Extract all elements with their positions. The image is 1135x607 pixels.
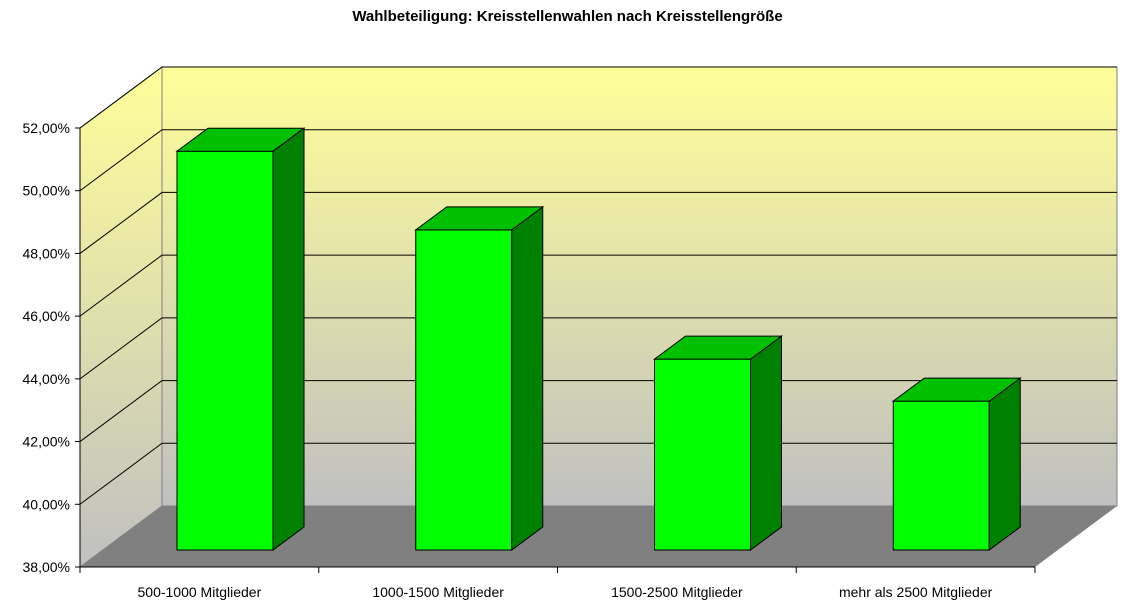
x-tick-label: 1500-2500 Mitglieder: [611, 584, 743, 600]
bar-side: [988, 377, 1021, 551]
bar: [652, 335, 784, 551]
y-tick-label: 44,00%: [23, 371, 70, 387]
bar-front: [892, 400, 990, 551]
bar-front: [415, 229, 513, 551]
chart-title: Wahlbeteiligung: Kreisstellenwahlen nach…: [352, 8, 783, 25]
bar-front: [176, 150, 274, 551]
y-tick-label: 50,00%: [23, 183, 70, 199]
y-tick-label: 40,00%: [23, 496, 70, 512]
bar: [414, 205, 545, 551]
bar-top: [175, 127, 306, 152]
x-tick-label: mehr als 2500 Mitglieder: [839, 584, 993, 600]
gridline: [79, 317, 1117, 380]
gridline: [79, 380, 1117, 442]
y-tick-label: 52,00%: [23, 120, 70, 136]
gridline: [79, 442, 1117, 505]
bar-top: [891, 377, 1022, 402]
side-wall: [79, 66, 163, 568]
gridline: [79, 191, 1117, 254]
bar-front: [654, 358, 751, 551]
bar-side: [511, 205, 544, 551]
y-tick-label: 42,00%: [23, 434, 70, 450]
gridline: [79, 66, 1117, 129]
bar-top: [414, 206, 545, 231]
bar-side: [272, 127, 305, 551]
bar-top: [652, 335, 784, 360]
y-tick-label: 46,00%: [23, 308, 70, 324]
y-tick-label: 48,00%: [23, 245, 70, 261]
x-tick-label: 500-1000 Mitglieder: [138, 584, 262, 600]
chart-floor: [80, 506, 1117, 567]
bar: [175, 127, 306, 551]
gridline: [79, 254, 1117, 317]
bar: [891, 377, 1022, 551]
gridline: [79, 129, 1117, 192]
y-tick-label: 38,00%: [23, 559, 70, 575]
x-tick-label: 1000-1500 Mitglieder: [372, 584, 504, 600]
bar-side: [750, 335, 782, 551]
